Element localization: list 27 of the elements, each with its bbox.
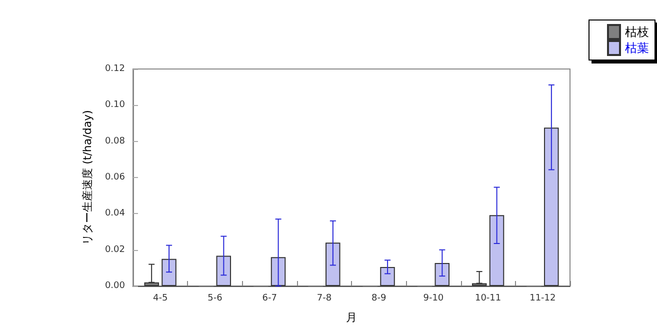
x-tick-label: 9-10 — [423, 294, 444, 304]
y-tick-label: 0.04 — [104, 208, 126, 219]
legend-label: 枯枝 — [625, 25, 649, 39]
x-tick-label: 7-8 — [316, 294, 332, 304]
x-axis-title: 月 — [346, 311, 357, 324]
bar — [434, 263, 450, 286]
bar — [270, 257, 286, 286]
bar — [162, 258, 176, 286]
legend-label: 枯葉 — [625, 41, 649, 55]
x-tick-label: 6-7 — [262, 294, 277, 304]
bar — [489, 215, 504, 286]
y-tick-label: 0.00 — [104, 281, 126, 291]
x-tick-label: 11-12 — [530, 294, 556, 304]
bar — [380, 267, 395, 286]
y-tick-label: 0.08 — [104, 136, 126, 146]
y-tick-label: 0.10 — [104, 100, 126, 110]
y-tick-label: 0.02 — [104, 244, 125, 255]
bar — [544, 128, 559, 286]
x-tick-label: 5-6 — [208, 294, 223, 304]
bar — [326, 242, 340, 286]
y-axis-title: リター生産速度 (t/ha/day) — [81, 110, 94, 245]
y-tick-label: 0.12 — [104, 64, 125, 74]
bar — [216, 256, 232, 286]
x-tick-label: 10-11 — [474, 294, 502, 304]
y-tick-label: 0.06 — [104, 172, 126, 182]
x-tick-label: 8-9 — [371, 294, 386, 304]
x-tick-label: 4-5 — [152, 294, 168, 304]
